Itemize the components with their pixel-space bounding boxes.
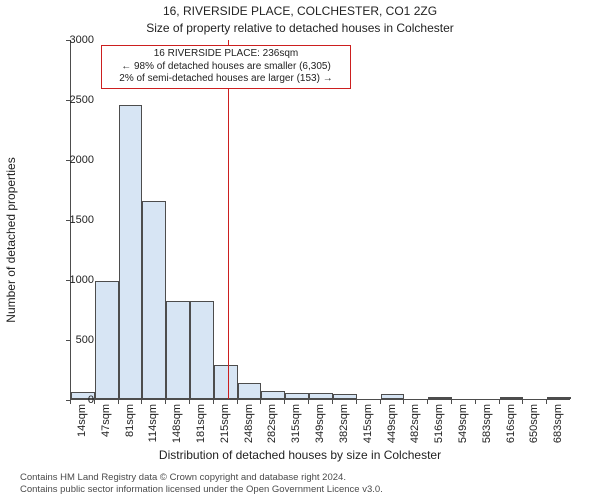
x-tick-label: 215sqm [219, 404, 231, 444]
histogram-bar [95, 281, 119, 399]
x-tick-label: 583sqm [481, 404, 493, 444]
x-tick-mark [213, 400, 214, 404]
x-tick-mark [284, 400, 285, 404]
y-tick-mark [66, 40, 70, 41]
x-tick-label: 616sqm [505, 404, 517, 444]
y-tick-label: 2000 [54, 154, 94, 166]
x-tick-mark [308, 400, 309, 404]
x-tick-mark [165, 400, 166, 404]
histogram-bar [428, 397, 452, 399]
x-tick-mark [427, 400, 428, 404]
y-tick-mark [66, 280, 70, 281]
y-tick-mark [66, 100, 70, 101]
chart-container: 16, RIVERSIDE PLACE, COLCHESTER, CO1 2ZG… [0, 0, 600, 500]
histogram-bar [333, 394, 357, 399]
x-axis-label: Distribution of detached houses by size … [0, 448, 600, 462]
x-tick-label: 248sqm [243, 404, 255, 444]
marker-annotation-line: 16 RIVERSIDE PLACE: 236sqm [106, 48, 346, 61]
x-tick-label: 181sqm [195, 404, 207, 444]
x-tick-mark [546, 400, 547, 404]
y-tick-label: 0 [54, 394, 94, 406]
x-tick-mark [332, 400, 333, 404]
x-tick-mark [356, 400, 357, 404]
y-tick-label: 500 [54, 334, 94, 346]
x-tick-label: 282sqm [266, 404, 278, 444]
x-tick-label: 47sqm [100, 404, 112, 444]
x-tick-label: 516sqm [433, 404, 445, 444]
marker-annotation-line: 2% of semi-detached houses are larger (1… [106, 73, 346, 86]
footer-line-2: Contains public sector information licen… [20, 484, 383, 496]
chart-subtitle: Size of property relative to detached ho… [0, 21, 600, 35]
x-tick-mark [522, 400, 523, 404]
y-tick-label: 1000 [54, 274, 94, 286]
histogram-bar [547, 397, 571, 399]
histogram-bar [214, 365, 238, 399]
histogram-bar [285, 393, 309, 399]
x-tick-label: 382sqm [338, 404, 350, 444]
histogram-bar [142, 201, 166, 399]
x-tick-label: 683sqm [552, 404, 564, 444]
histogram-bar [190, 301, 214, 399]
x-tick-label: 14sqm [76, 404, 88, 444]
histogram-bar [119, 105, 143, 399]
x-tick-label: 148sqm [171, 404, 183, 444]
x-tick-label: 315sqm [290, 404, 302, 444]
y-tick-label: 2500 [54, 94, 94, 106]
x-tick-label: 482sqm [409, 404, 421, 444]
x-tick-mark [451, 400, 452, 404]
x-tick-label: 415sqm [362, 404, 374, 444]
x-tick-mark [499, 400, 500, 404]
x-tick-mark [403, 400, 404, 404]
plot-area: 16 RIVERSIDE PLACE: 236sqm← 98% of detac… [70, 40, 570, 400]
y-tick-mark [66, 160, 70, 161]
y-tick-mark [66, 340, 70, 341]
x-tick-mark [260, 400, 261, 404]
x-tick-mark [118, 400, 119, 404]
x-tick-label: 114sqm [147, 404, 159, 444]
x-tick-mark [237, 400, 238, 404]
y-tick-label: 3000 [54, 34, 94, 46]
histogram-bar [238, 383, 262, 399]
x-tick-mark [70, 400, 71, 404]
x-tick-mark [475, 400, 476, 404]
y-tick-mark [66, 220, 70, 221]
x-tick-mark [141, 400, 142, 404]
x-tick-mark [380, 400, 381, 404]
chart-title: 16, RIVERSIDE PLACE, COLCHESTER, CO1 2ZG [0, 4, 600, 18]
histogram-bar [309, 393, 333, 399]
y-axis-label: Number of detached properties [4, 40, 18, 440]
footer-attribution: Contains HM Land Registry data © Crown c… [20, 472, 383, 496]
y-tick-label: 1500 [54, 214, 94, 226]
x-tick-mark [94, 400, 95, 404]
histogram-bar [261, 391, 285, 399]
x-tick-label: 650sqm [528, 404, 540, 444]
x-tick-label: 349sqm [314, 404, 326, 444]
histogram-bar [500, 397, 524, 399]
marker-line [228, 40, 229, 399]
histogram-bar [166, 301, 190, 399]
histogram-bar [381, 394, 405, 399]
marker-annotation: 16 RIVERSIDE PLACE: 236sqm← 98% of detac… [101, 45, 351, 89]
x-tick-label: 449sqm [386, 404, 398, 444]
x-tick-label: 81sqm [124, 404, 136, 444]
marker-annotation-line: ← 98% of detached houses are smaller (6,… [106, 61, 346, 74]
footer-line-1: Contains HM Land Registry data © Crown c… [20, 472, 383, 484]
x-tick-mark [189, 400, 190, 404]
x-tick-label: 549sqm [457, 404, 469, 444]
